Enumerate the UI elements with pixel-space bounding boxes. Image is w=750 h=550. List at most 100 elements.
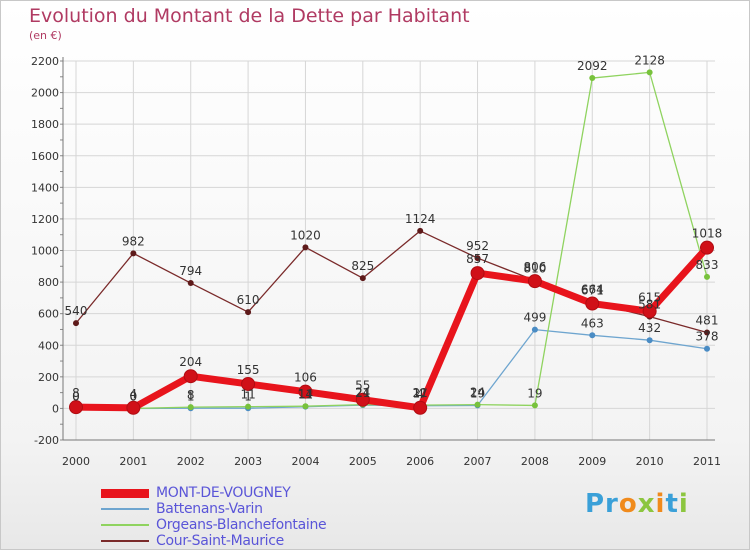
y-tick-label: 200 [38, 371, 59, 384]
x-tick-label: 2008 [521, 455, 549, 468]
data-label-battenans-varin: 1 [187, 389, 195, 403]
data-label-mont-de-vougney: 857 [466, 252, 489, 266]
data-point-cour-saint-maurice [130, 250, 137, 257]
data-label-cour-saint-maurice: 671 [581, 283, 604, 297]
x-tick-label: 2003 [234, 455, 262, 468]
legend-item-mont-de-vougney: MONT-DE-VOUGNEY [101, 485, 441, 501]
data-label-orgeans-blanchefontaine: 833 [696, 258, 719, 272]
data-label-cour-saint-maurice: 825 [351, 259, 374, 273]
y-tick-label: 1400 [31, 181, 59, 194]
x-tick-label: 2005 [349, 455, 377, 468]
data-point-cour-saint-maurice [474, 255, 481, 262]
data-point-orgeans-blanchefontaine [245, 403, 252, 410]
chart-subtitle: (en €) [29, 29, 62, 42]
data-point-orgeans-blanchefontaine [302, 403, 309, 410]
series-line-mont-de-vougney [72, 244, 711, 412]
data-label-orgeans-blanchefontaine: 24 [470, 386, 485, 400]
data-label-orgeans-blanchefontaine: 24 [355, 386, 370, 400]
x-tick-label: 2004 [291, 455, 319, 468]
data-point-mont-de-vougney [69, 400, 83, 415]
data-point-mont-de-vougney [126, 400, 141, 415]
data-label-mont-de-vougney: 155 [237, 363, 260, 377]
data-point-cour-saint-maurice [704, 329, 710, 336]
data-point-orgeans-blanchefontaine [531, 402, 538, 409]
data-label-cour-saint-maurice: 810 [523, 262, 546, 276]
data-label-mont-de-vougney: 204 [179, 355, 202, 369]
proxiti-logo: Proxiti [585, 489, 689, 519]
data-point-orgeans-blanchefontaine [474, 401, 481, 408]
data-label-cour-saint-maurice: 610 [237, 293, 260, 307]
data-label-mont-de-vougney: 8 [72, 386, 80, 400]
data-point-mont-de-vougney [298, 384, 313, 399]
data-point-mont-de-vougney [700, 240, 714, 255]
data-label-mont-de-vougney: 55 [355, 379, 370, 393]
legend-swatch-battenans-varin [101, 508, 149, 510]
chart-legend: MONT-DE-VOUGNEY Battenans-Varin Orgeans-… [101, 485, 441, 549]
data-label-orgeans-blanchefontaine: 21 [413, 386, 428, 400]
legend-swatch-orgeans-blanchefontaine [101, 524, 149, 526]
y-tick-label: 400 [38, 339, 59, 352]
data-point-cour-saint-maurice [359, 275, 366, 282]
data-label-orgeans-blanchefontaine: 0 [72, 389, 80, 403]
data-label-battenans-varin: 19 [470, 386, 485, 400]
data-label-cour-saint-maurice: 794 [179, 264, 202, 278]
y-tick-label: 1800 [31, 118, 59, 131]
legend-label-mont-de-vougney: MONT-DE-VOUGNEY [156, 485, 291, 501]
data-point-cour-saint-maurice [187, 280, 194, 287]
data-label-cour-saint-maurice: 581 [638, 298, 661, 312]
data-label-battenans-varin: 432 [638, 321, 661, 335]
x-tick-label: 2006 [406, 455, 434, 468]
data-label-cour-saint-maurice: 540 [65, 304, 88, 318]
data-label-cour-saint-maurice: 1124 [405, 212, 436, 226]
data-point-mont-de-vougney [413, 400, 428, 415]
data-point-battenans-varin [704, 345, 710, 352]
data-point-orgeans-blanchefontaine [187, 404, 194, 411]
data-label-cour-saint-maurice: 1020 [290, 228, 321, 242]
data-label-orgeans-blanchefontaine: 14 [298, 387, 313, 401]
data-point-cour-saint-maurice [73, 320, 79, 327]
data-point-mont-de-vougney [642, 304, 657, 319]
data-label-cour-saint-maurice: 982 [122, 234, 145, 248]
data-label-orgeans-blanchefontaine: 19 [527, 386, 542, 400]
data-point-orgeans-blanchefontaine [646, 69, 653, 76]
x-tick-label: 2010 [636, 455, 664, 468]
data-label-orgeans-blanchefontaine: 8 [187, 388, 195, 402]
y-tick-label: 1000 [31, 245, 59, 258]
x-tick-label: 2002 [177, 455, 205, 468]
data-label-orgeans-blanchefontaine: 2092 [577, 59, 608, 73]
series-line-orgeans-blanchefontaine [75, 71, 708, 410]
data-point-mont-de-vougney [183, 369, 198, 384]
legend-item-orgeans-blanchefontaine: Orgeans-Blanchefontaine [101, 517, 441, 533]
legend-swatch-mont-de-vougney [101, 489, 149, 498]
y-tick-label: 2000 [31, 87, 59, 100]
data-label-battenans-varin: 463 [581, 316, 604, 330]
y-tick-label: -200 [34, 434, 59, 447]
data-label-mont-de-vougney: 1018 [692, 227, 723, 241]
data-label-orgeans-blanchefontaine: 11 [240, 388, 255, 402]
data-label-battenans-varin: 0 [72, 389, 80, 403]
y-tick-label: 0 [52, 402, 59, 415]
data-label-battenans-varin: 1 [244, 389, 252, 403]
data-label-battenans-varin: 499 [523, 311, 546, 325]
data-label-mont-de-vougney: 806 [523, 260, 546, 274]
data-point-mont-de-vougney [355, 392, 370, 407]
data-point-cour-saint-maurice [245, 309, 252, 316]
data-point-battenans-varin [646, 337, 653, 344]
legend-label-battenans-varin: Battenans-Varin [156, 501, 263, 517]
y-tick-label: 800 [38, 276, 59, 289]
data-point-mont-de-vougney [527, 274, 542, 289]
y-tick-label: 600 [38, 308, 59, 321]
y-tick-label: 1200 [31, 213, 59, 226]
data-point-cour-saint-maurice [302, 244, 309, 251]
data-point-orgeans-blanchefontaine [589, 75, 596, 82]
legend-item-battenans-varin: Battenans-Varin [101, 501, 441, 517]
legend-swatch-cour-saint-maurice [101, 540, 149, 542]
data-point-battenans-varin [531, 326, 538, 333]
data-label-mont-de-vougney: 664 [581, 283, 604, 297]
data-label-orgeans-blanchefontaine: 0 [130, 389, 138, 403]
data-point-mont-de-vougney [585, 296, 600, 311]
x-tick-label: 2007 [464, 455, 492, 468]
data-label-mont-de-vougney: 4 [416, 387, 424, 401]
